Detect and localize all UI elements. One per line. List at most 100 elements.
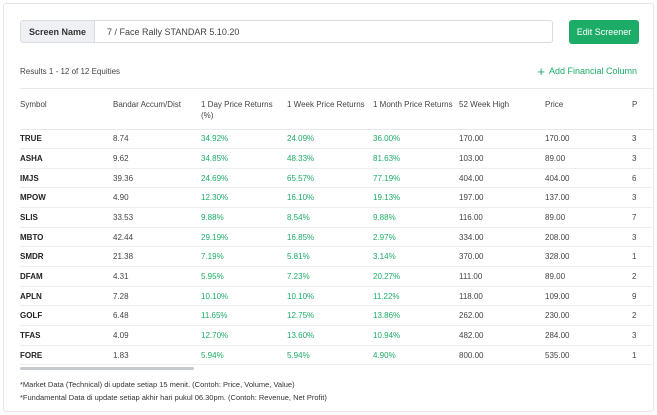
divider [20,88,653,89]
cell-1w-return: 24.09% [287,129,373,150]
cell-symbol[interactable]: IMJS [20,168,113,189]
cell-1d-return: 5.95% [201,266,287,287]
footnote-fundamental: *Fundamental Data di update setiap akhir… [20,393,327,402]
cell-p: 3 [632,129,654,150]
cell-1m-return: 11.22% [373,286,459,307]
cell-bandar: 33.53 [113,207,201,228]
cell-1m-return: 36.00% [373,129,459,150]
cell-price: 89.00 [545,266,632,287]
cell-price: 284.00 [545,325,632,346]
cell-p: 3 [632,227,654,248]
cell-52w-high: 116.00 [459,207,545,228]
cell-bandar: 4.90 [113,187,201,209]
col-header-1w-return[interactable]: 1 Week Price Returns [287,89,373,130]
cell-1d-return: 12.70% [201,325,287,346]
table-row[interactable]: MBTO 42.44 29.19% 16.85% 2.97% 334.00 208.00 3 [20,227,654,248]
cell-1d-return: 11.65% [201,305,287,327]
col-header-symbol[interactable]: Symbol [20,89,113,130]
cell-52w-high: 482.00 [459,325,545,346]
cell-p: 3 [632,187,654,209]
cell-p: 6 [632,168,654,189]
cell-1w-return: 13.60% [287,325,373,346]
cell-1w-return: 16.10% [287,187,373,209]
cell-1m-return: 3.14% [373,246,459,268]
cell-symbol[interactable]: APLN [20,286,113,307]
table-row[interactable]: FORE 1.83 5.94% 5.94% 4.90% 800.00 535.00 1 [20,345,654,366]
col-header-bandar[interactable]: Bandar Accum/Dist [113,89,201,130]
cell-1w-return: 5.81% [287,246,373,268]
cell-symbol[interactable]: MPOW [20,187,113,209]
cell-1d-return: 24.69% [201,168,287,189]
cell-52w-high: 800.00 [459,345,545,366]
cell-52w-high: 118.00 [459,286,545,307]
cell-symbol[interactable]: DFAM [20,266,113,287]
col-header-p[interactable]: P [632,89,654,130]
results-table: Symbol Bandar Accum/Dist 1 Day Price Ret… [20,89,654,366]
table-row[interactable]: GOLF 6.48 11.65% 12.75% 13.86% 262.00 230.00 2 [20,305,654,327]
cell-52w-high: 170.00 [459,129,545,150]
cell-bandar: 9.62 [113,148,201,169]
cell-symbol[interactable]: FORE [20,345,113,366]
cell-1m-return: 77.19% [373,168,459,189]
table-row[interactable]: TRUE 8.74 34.92% 24.09% 36.00% 170.00 170.00 3 [20,129,654,150]
table-row[interactable]: SMDR 21.38 7.19% 5.81% 3.14% 370.00 328.00 1 [20,246,654,268]
cell-1w-return: 48.33% [287,148,373,169]
col-header-price[interactable]: Price [545,89,632,130]
screen-name-field[interactable]: Screen Name 7 / Face Rally STANDAR 5.10.… [20,20,553,43]
cell-1d-return: 29.19% [201,227,287,248]
cell-price: 170.00 [545,129,632,150]
cell-price: 89.00 [545,148,632,169]
cell-bandar: 6.48 [113,305,201,327]
cell-bandar: 39.36 [113,168,201,189]
cell-symbol[interactable]: TRUE [20,129,113,150]
col-header-1d-return[interactable]: 1 Day Price Returns (%) [201,89,287,130]
cell-1d-return: 5.94% [201,345,287,366]
col-header-52w-high[interactable]: 52 Week High [459,89,545,130]
cell-1w-return: 65.57% [287,168,373,189]
plus-icon: + [537,63,545,79]
cell-1d-return: 34.85% [201,148,287,169]
cell-1m-return: 13.86% [373,305,459,327]
cell-p: 1 [632,246,654,268]
table-row[interactable]: APLN 7.28 10.10% 10.10% 11.22% 118.00 109.00 9 [20,286,654,307]
table-row[interactable]: IMJS 39.36 24.69% 65.57% 77.19% 404.00 404.00 6 [20,168,654,189]
table-row[interactable]: TFAS 4.09 12.70% 13.60% 10.94% 482.00 284.00 3 [20,325,654,346]
cell-symbol[interactable]: MBTO [20,227,113,248]
cell-bandar: 7.28 [113,286,201,307]
cell-1m-return: 9.88% [373,207,459,228]
col-header-1m-return[interactable]: 1 Month Price Returns [373,89,459,130]
cell-1w-return: 16.85% [287,227,373,248]
table-row[interactable]: ASHA 9.62 34.85% 48.33% 81.63% 103.00 89.00 3 [20,148,654,169]
cell-52w-high: 404.00 [459,168,545,189]
cell-1d-return: 7.19% [201,246,287,268]
horizontal-scrollbar[interactable] [20,367,194,370]
cell-52w-high: 334.00 [459,227,545,248]
screen-name-label: Screen Name [21,21,95,42]
cell-1m-return: 19.13% [373,187,459,209]
screener-panel: Screen Name 7 / Face Rally STANDAR 5.10.… [3,3,654,412]
cell-52w-high: 197.00 [459,187,545,209]
cell-1d-return: 34.92% [201,129,287,150]
cell-bandar: 8.74 [113,129,201,150]
screen-name-value[interactable]: 7 / Face Rally STANDAR 5.10.20 [107,26,240,37]
table-row[interactable]: SLIS 33.53 9.88% 8.54% 9.88% 116.00 89.00 7 [20,207,654,228]
edit-screener-button[interactable]: Edit Screener [569,20,639,44]
cell-bandar: 42.44 [113,227,201,248]
cell-symbol[interactable]: SMDR [20,246,113,268]
cell-price: 89.00 [545,207,632,228]
cell-symbol[interactable]: ASHA [20,148,113,169]
results-table-container[interactable]: Symbol Bandar Accum/Dist 1 Day Price Ret… [20,89,654,369]
cell-1m-return: 4.90% [373,345,459,366]
cell-symbol[interactable]: GOLF [20,305,113,327]
cell-1w-return: 5.94% [287,345,373,366]
cell-1d-return: 12.30% [201,187,287,209]
cell-bandar: 21.38 [113,246,201,268]
cell-1m-return: 20.27% [373,266,459,287]
cell-symbol[interactable]: SLIS [20,207,113,228]
add-financial-column-button[interactable]: + Add Financial Column [537,63,637,79]
table-row[interactable]: DFAM 4.31 5.95% 7.23% 20.27% 111.00 89.00 2 [20,266,654,287]
table-row[interactable]: MPOW 4.90 12.30% 16.10% 19.13% 197.00 137.00 3 [20,187,654,209]
cell-price: 328.00 [545,246,632,268]
cell-symbol[interactable]: TFAS [20,325,113,346]
cell-1w-return: 8.54% [287,207,373,228]
